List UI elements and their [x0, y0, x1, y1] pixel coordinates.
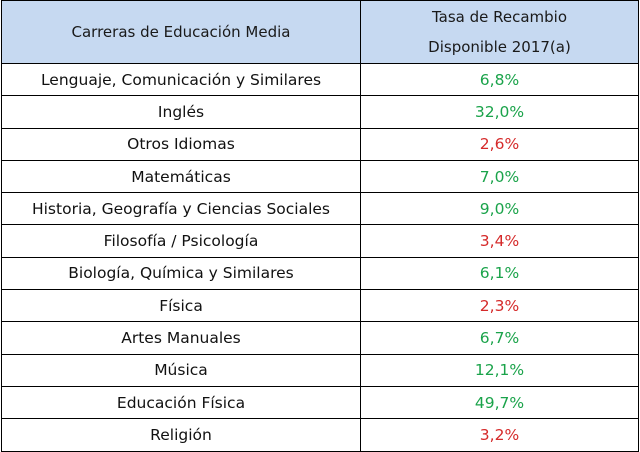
header-rate: Tasa de Recambio Disponible 2017(a)	[360, 0, 639, 64]
table-row: Lenguaje, Comunicación y Similares 6,8%	[1, 62, 639, 97]
rate-cell: 6,7%	[360, 321, 639, 355]
rate-cell: 12,1%	[360, 353, 639, 387]
career-cell: Matemáticas	[1, 159, 361, 194]
table-row: Religión 3,2%	[1, 418, 639, 452]
rate-cell: 6,1%	[360, 256, 639, 291]
table-row: Filosofía / Psicología 3,4%	[1, 224, 639, 258]
rate-cell: 3,4%	[360, 224, 639, 258]
table-row: Física 2,3%	[1, 289, 639, 323]
career-cell: Educación Física	[1, 385, 361, 420]
rate-cell: 32,0%	[360, 95, 639, 129]
rate-cell: 49,7%	[360, 385, 639, 420]
header-row: Carreras de Educación Media Tasa de Reca…	[1, 0, 639, 64]
table-row: Educación Física 49,7%	[1, 385, 639, 420]
table-row: Música 12,1%	[1, 353, 639, 387]
career-cell: Filosofía / Psicología	[1, 224, 361, 258]
header-rate-line1: Tasa de Recambio	[431, 8, 568, 26]
rate-cell: 7,0%	[360, 159, 639, 194]
table-row: Historia, Geografía y Ciencias Sociales 9…	[1, 192, 639, 226]
header-rate-line2: Disponible 2017(a)	[428, 38, 571, 56]
career-cell: Religión	[1, 418, 361, 452]
career-cell: Lenguaje, Comunicación y Similares	[1, 62, 361, 97]
career-cell: Inglés	[1, 95, 361, 129]
rate-cell: 6,8%	[360, 62, 639, 97]
career-cell: Música	[1, 353, 361, 387]
table-header: Carreras de Educación Media Tasa de Reca…	[1, 0, 639, 64]
rate-cell: 9,0%	[360, 192, 639, 226]
table-row: Otros Idiomas 2,6%	[1, 127, 639, 161]
table-body: Lenguaje, Comunicación y Similares 6,8% I…	[1, 62, 639, 452]
table-row: Inglés 32,0%	[1, 95, 639, 129]
rate-cell: 2,3%	[360, 289, 639, 323]
career-cell: Historia, Geografía y Ciencias Sociales	[1, 192, 361, 226]
career-cell: Física	[1, 289, 361, 323]
table-row: Artes Manuales 6,7%	[1, 321, 639, 355]
rate-cell: 2,6%	[360, 127, 639, 161]
career-cell: Otros Idiomas	[1, 127, 361, 161]
career-cell: Biología, Química y Similares	[1, 256, 361, 291]
table-row: Biología, Química y Similares 6,1%	[1, 256, 639, 291]
rate-cell: 3,2%	[360, 418, 639, 452]
table-row: Matemáticas 7,0%	[1, 159, 639, 194]
header-career: Carreras de Educación Media	[1, 0, 361, 64]
header-career-label: Carreras de Educación Media	[71, 23, 291, 41]
career-cell: Artes Manuales	[1, 321, 361, 355]
